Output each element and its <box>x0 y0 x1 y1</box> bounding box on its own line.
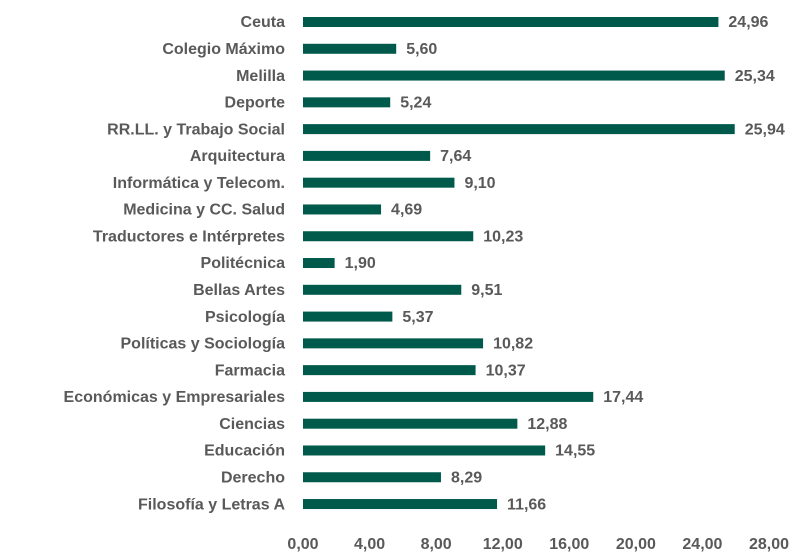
y-tick-label: Ceuta <box>241 14 286 31</box>
y-tick-label: Filosofía y Letras A <box>138 496 285 513</box>
y-tick-label: Deporte <box>225 95 286 112</box>
y-tick-label: Melilla <box>236 68 285 85</box>
x-tick-label: 28,00 <box>749 536 789 553</box>
bar <box>303 311 393 322</box>
x-tick-label: 4,00 <box>354 536 385 553</box>
value-label: 11,66 <box>507 496 546 513</box>
value-label: 9,51 <box>471 282 502 299</box>
y-tick-label: Económicas y Empresariales <box>64 389 286 406</box>
bar <box>303 231 474 242</box>
value-label: 10,23 <box>483 228 523 245</box>
y-tick-label: Bellas Artes <box>193 282 285 299</box>
y-tick-label: Arquitectura <box>190 148 285 165</box>
y-tick-label: Educación <box>204 443 285 460</box>
bar <box>303 338 484 349</box>
y-tick-label: Informática y Telecom. <box>113 175 285 192</box>
y-tick-label: Medicina y CC. Salud <box>123 202 285 219</box>
y-tick-label: Colegio Máximo <box>162 41 285 58</box>
y-tick-label: RR.LL. y Trabajo Social <box>107 121 285 138</box>
y-tick-label: Políticas y Sociología <box>121 336 286 353</box>
bar <box>303 391 594 402</box>
x-tick-label: 12,00 <box>483 536 523 553</box>
y-tick-label: Traductores e Intérpretes <box>93 228 285 245</box>
value-label: 12,88 <box>527 416 567 433</box>
bar <box>303 445 546 456</box>
bar <box>303 150 431 161</box>
value-label: 14,55 <box>555 443 595 460</box>
value-label: 8,29 <box>451 469 482 486</box>
bar <box>303 177 455 188</box>
value-label: 4,69 <box>391 202 422 219</box>
value-label: 1,90 <box>345 255 376 272</box>
value-label: 10,82 <box>493 336 533 353</box>
x-tick-label: 0,00 <box>287 536 318 553</box>
bar <box>303 365 476 376</box>
bar <box>303 97 391 108</box>
x-tick-label: 24,00 <box>682 536 722 553</box>
y-tick-label: Psicología <box>205 309 285 326</box>
x-tick-label: 20,00 <box>616 536 656 553</box>
bar <box>303 418 518 429</box>
value-label: 25,34 <box>735 68 775 85</box>
value-label: 9,10 <box>464 175 495 192</box>
bar <box>303 43 397 54</box>
y-tick-label: Politécnica <box>201 255 286 272</box>
value-label: 7,64 <box>440 148 471 165</box>
x-tick-label: 16,00 <box>549 536 589 553</box>
value-label: 10,37 <box>486 362 526 379</box>
y-tick-label: Derecho <box>221 469 285 486</box>
value-label: 5,60 <box>406 41 437 58</box>
y-tick-label: Farmacia <box>215 362 285 379</box>
bar <box>303 472 441 483</box>
bar <box>303 204 382 215</box>
bar <box>303 124 735 135</box>
value-label: 5,37 <box>402 309 433 326</box>
bar <box>303 258 335 269</box>
value-label: 24,96 <box>728 14 768 31</box>
bar <box>303 284 462 295</box>
x-tick-label: 8,00 <box>421 536 452 553</box>
value-label: 25,94 <box>745 121 785 138</box>
bar <box>303 70 725 81</box>
bar <box>303 17 719 27</box>
y-tick-label: Ciencias <box>219 416 285 433</box>
value-label: 17,44 <box>603 389 643 406</box>
bar <box>303 499 498 510</box>
value-label: 5,24 <box>400 95 431 112</box>
